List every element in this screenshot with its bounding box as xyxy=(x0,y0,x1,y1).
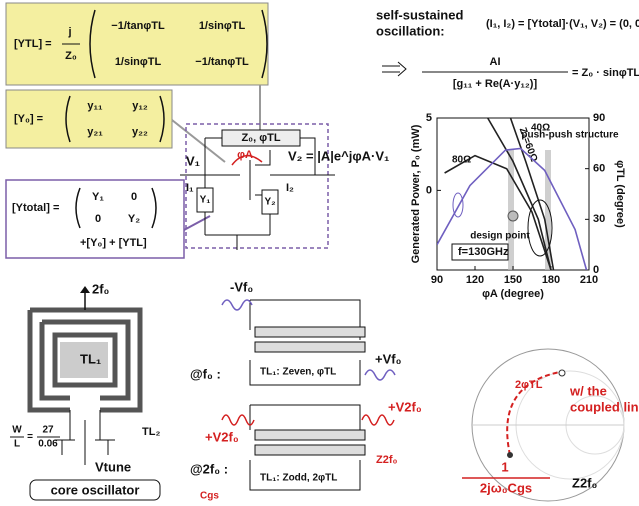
matrix-entry: y₁₁ xyxy=(87,100,103,112)
y2-tick-label: 30 xyxy=(593,213,605,225)
matrix-entry: y₂₁ xyxy=(87,126,103,138)
condition-den: [g₁₁ + Re(A·y₁₂)] xyxy=(453,78,538,90)
y-tick-label: 5 xyxy=(426,112,432,124)
ytl-lhs: [YTL] = xyxy=(14,38,52,50)
tl-strip xyxy=(255,445,365,455)
phase-label: φA xyxy=(237,149,253,161)
smith-phase: 2φTL xyxy=(515,379,543,391)
y2-tick-label: 60 xyxy=(593,163,605,175)
y0-lhs: [Y₀] = xyxy=(14,113,43,125)
x-tick-label: 180 xyxy=(542,274,560,286)
vtune-label: Vtune xyxy=(95,459,131,474)
annotation: push-push structure xyxy=(521,130,619,141)
f0-tl: TL₁: Zeven, φTL xyxy=(260,367,336,378)
cgs-label: Cgs xyxy=(200,491,219,502)
matrix-entry: 1/sinφTL xyxy=(115,56,162,68)
arrow xyxy=(80,286,90,293)
waveform xyxy=(365,370,395,380)
figure: [YTL] = j Z₀ −1/tanφTL 1/sinφTL 1/sinφTL… xyxy=(0,0,639,506)
f2-tl: TL₁: Zodd, 2φTL xyxy=(260,473,337,484)
pointer xyxy=(184,216,210,230)
output-label: 2f₀ xyxy=(92,281,110,296)
f2-right: +V2f₀ xyxy=(388,399,422,414)
oscillation-label: self-sustained xyxy=(376,7,463,22)
l-label: L xyxy=(14,439,20,450)
f2-left: +V2f₀ xyxy=(205,429,239,444)
y2-tick-label: 90 xyxy=(593,112,605,124)
x-tick-label: 120 xyxy=(466,274,484,286)
y2-label: Y₂ xyxy=(264,197,275,208)
caption: core oscillator xyxy=(51,482,140,497)
w-label: W xyxy=(12,425,22,436)
tl-strip xyxy=(255,327,365,337)
y2-axis-label: φTL (degree) xyxy=(614,160,626,228)
y-axis-label: Generated Power, P₀ (mW) xyxy=(410,124,422,263)
matrix-entry: 0 xyxy=(95,213,101,225)
matrix-entry: 0 xyxy=(131,191,137,203)
y2-tick-label: 0 xyxy=(593,264,599,276)
start-point xyxy=(507,452,513,458)
cap-num: 1 xyxy=(501,459,508,474)
oscillation-label: oscillation: xyxy=(376,23,445,38)
design-marker xyxy=(508,211,518,221)
matrix-entry: 1/sinφTL xyxy=(199,20,246,32)
waveform xyxy=(222,415,254,425)
smith-note: coupled line xyxy=(570,399,639,414)
y1-label: Y₁ xyxy=(200,195,211,206)
condition-rhs: = Z₀ · sinφTL xyxy=(572,67,639,79)
tl2-label: TL₂ xyxy=(142,426,160,438)
v2-label: V₂ = |A|e^jφA·V₁ xyxy=(288,148,389,163)
w-value: 27 xyxy=(42,425,54,436)
y-tick-label: 0 xyxy=(426,184,432,196)
series-label: 80Ω xyxy=(452,155,471,166)
f0-label: @f₀ : xyxy=(190,366,221,381)
ytl-num: j xyxy=(67,26,71,38)
x-tick-label: 90 xyxy=(431,274,443,286)
f-label: f=130GHz xyxy=(458,246,509,258)
matrix-entry: y₂₂ xyxy=(132,126,148,138)
tl-strip xyxy=(255,342,365,352)
matrix-entry: y₁₂ xyxy=(132,100,148,112)
ytl-den: Z₀ xyxy=(65,50,77,62)
tl-strip xyxy=(255,430,365,440)
matrix-entry: Y₂ xyxy=(128,213,140,225)
i2-label: I₂ xyxy=(286,182,294,194)
transistors xyxy=(55,410,115,465)
equals: = xyxy=(27,432,33,443)
matrix-entry: −1/tanφTL xyxy=(195,56,249,68)
matrix-entry: −1/tanφTL xyxy=(111,20,165,32)
implies-arrow xyxy=(382,62,406,76)
v1-label: V₁ xyxy=(186,153,200,168)
f0-minus: -Vf₀ xyxy=(230,279,253,294)
ytotal-sum: +[Y₀] + [YTL] xyxy=(80,237,147,249)
tl-label: Z₀, φTL xyxy=(241,132,280,144)
f2-z: Z2f₀ xyxy=(376,454,398,466)
matrix-entry: Y₁ xyxy=(92,191,104,203)
design-band xyxy=(508,150,514,270)
oscillation-eq: (I₁, I₂) = [Ytotal]·(V₁, V₂) = (0, 0) xyxy=(486,18,639,30)
waveform xyxy=(222,300,252,310)
smith-impedance: Z2f₀ xyxy=(572,475,598,490)
end-point xyxy=(559,370,565,376)
f2-label: @2f₀ : xyxy=(190,461,228,476)
annotation: design point xyxy=(470,231,530,242)
smith-note: w/ the xyxy=(569,383,607,398)
cap-den: 2jω₀Cgs xyxy=(480,480,532,495)
x-axis-label: φA (degree) xyxy=(482,288,544,300)
ytotal-lhs: [Ytotal] = xyxy=(12,202,59,214)
waveform xyxy=(362,415,394,425)
l-value: 0.06 xyxy=(38,439,58,450)
x-tick-label: 150 xyxy=(504,274,522,286)
condition-num: AI xyxy=(490,56,501,68)
i1-label: I₁ xyxy=(186,182,194,194)
tl1-label: TL₁ xyxy=(80,351,101,366)
f0-plus: +Vf₀ xyxy=(375,351,402,366)
